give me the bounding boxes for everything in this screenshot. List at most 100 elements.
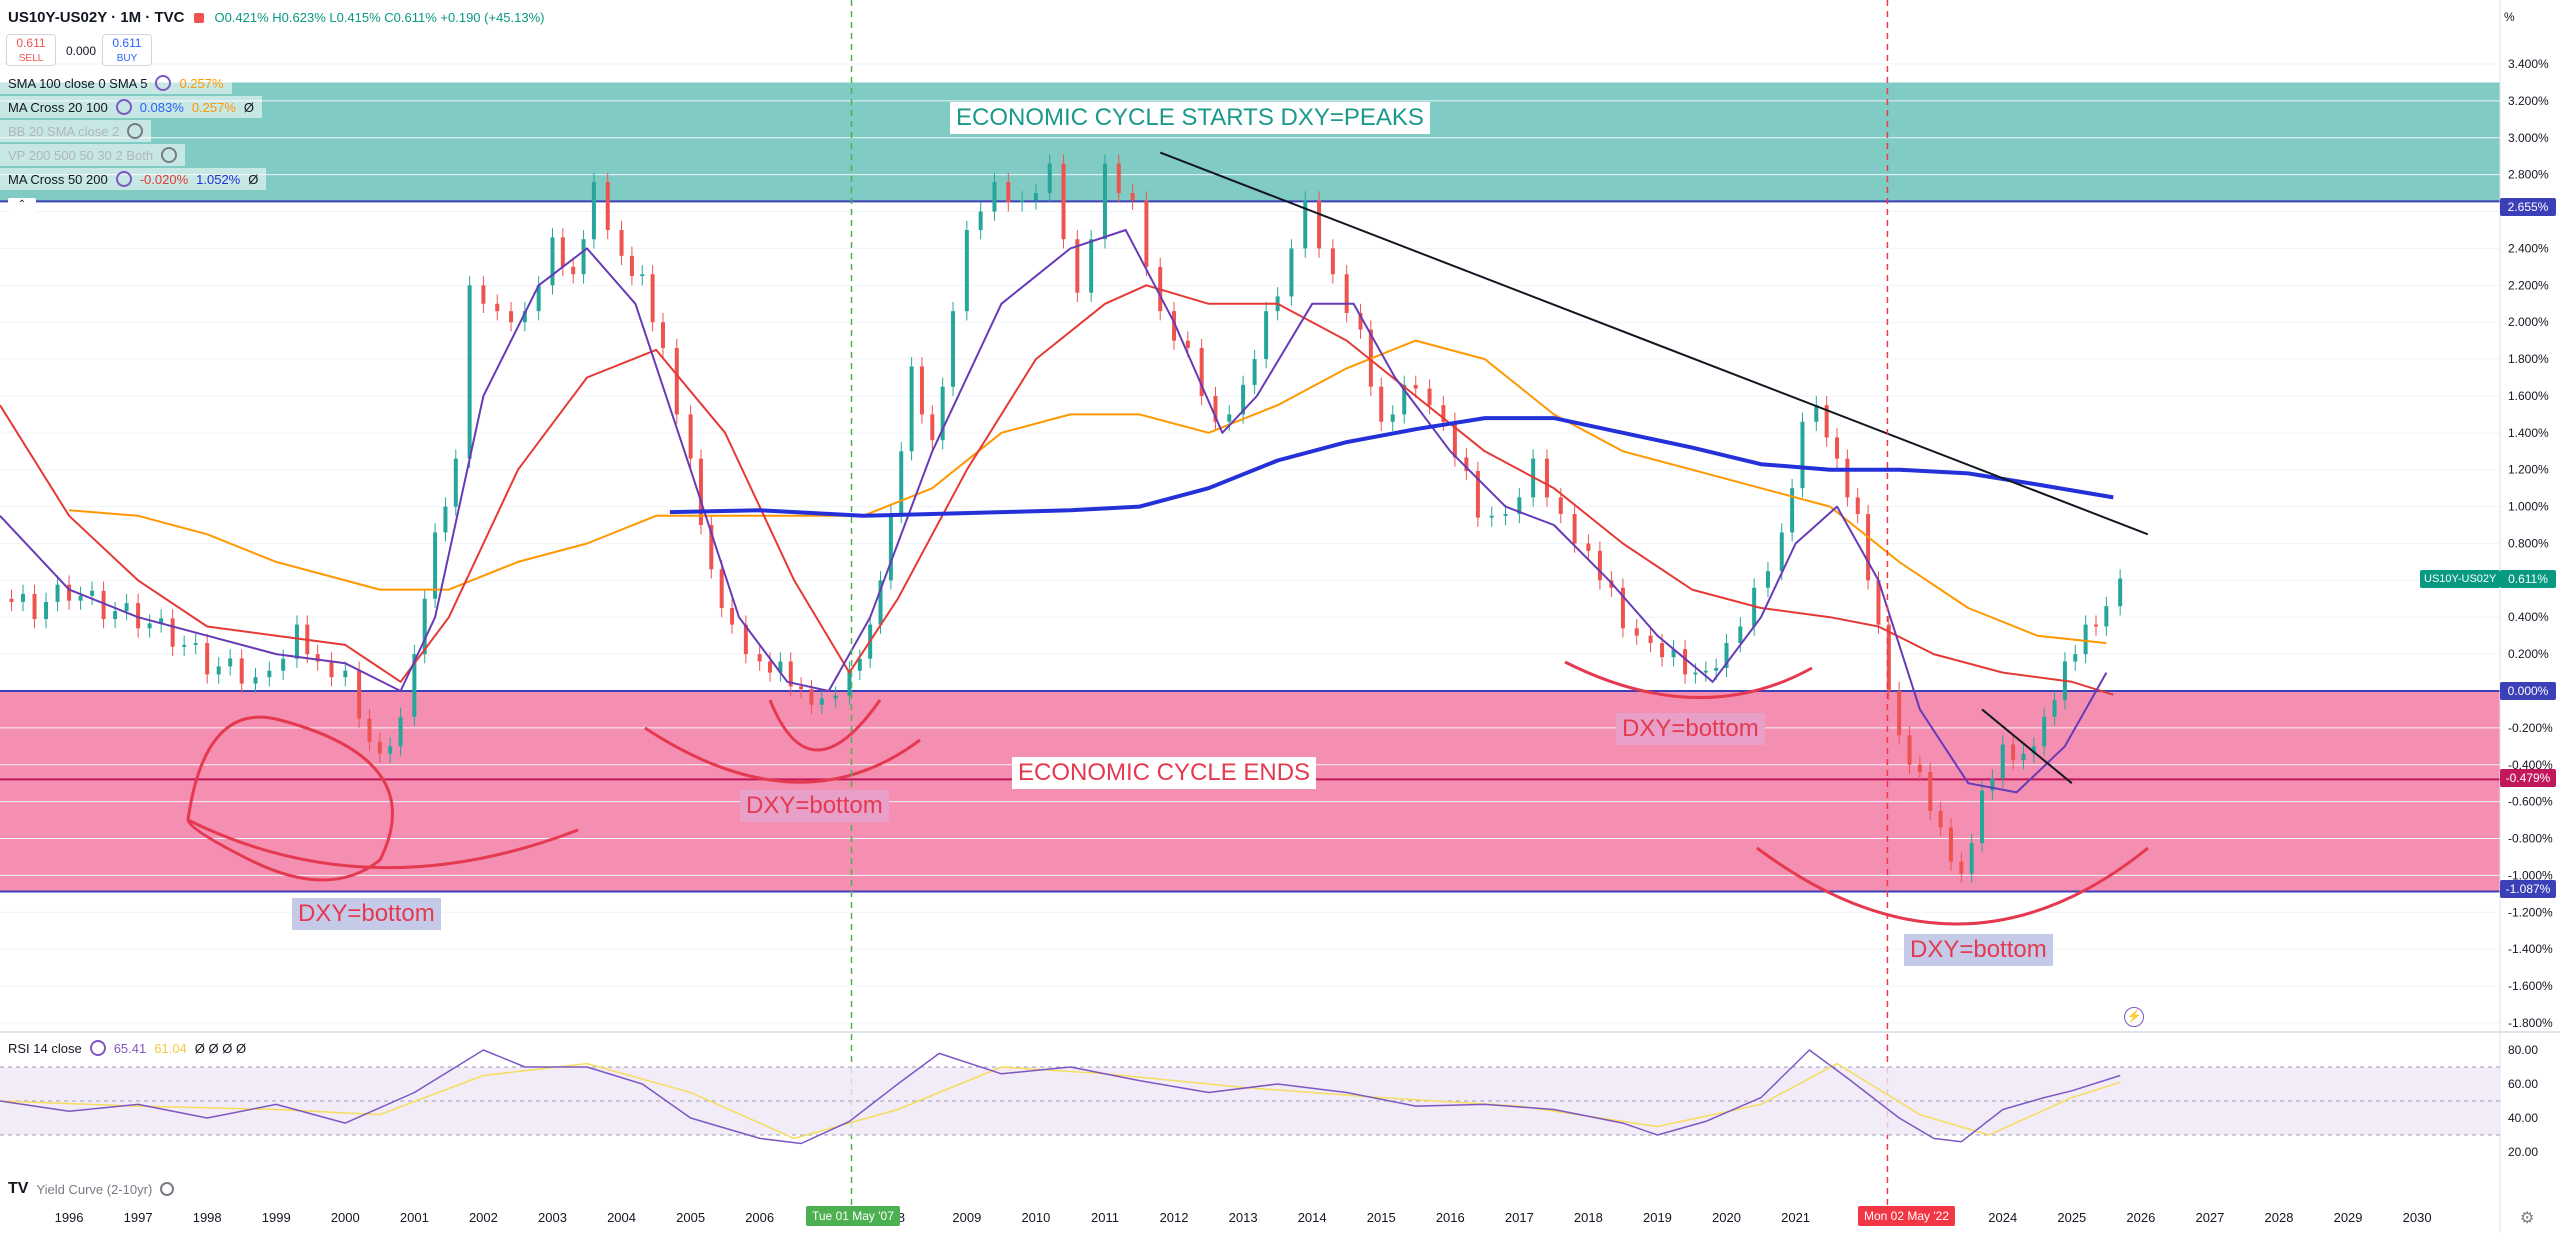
candle-up[interactable] bbox=[147, 623, 152, 629]
candle-down[interactable] bbox=[1897, 691, 1902, 736]
candle-up[interactable] bbox=[591, 182, 596, 240]
breakout-trendline[interactable] bbox=[1981, 708, 2073, 784]
candle-down[interactable] bbox=[1464, 457, 1469, 471]
candle-up[interactable] bbox=[1990, 778, 1995, 791]
eye-icon[interactable] bbox=[115, 99, 132, 115]
candle-down[interactable] bbox=[1917, 764, 1922, 773]
symbol-title[interactable]: US10Y-US02Y · 1M · TVC bbox=[8, 9, 185, 26]
candle-up[interactable] bbox=[1289, 248, 1294, 297]
candle-down[interactable] bbox=[1317, 200, 1322, 249]
legend-sma[interactable]: SMA 100 close 0 SMA 5 0.257% bbox=[0, 72, 232, 94]
candle-up[interactable] bbox=[412, 654, 417, 717]
eye-hidden-icon[interactable] bbox=[161, 147, 178, 163]
candle-down[interactable] bbox=[799, 686, 804, 690]
candle-up[interactable] bbox=[1724, 643, 1729, 668]
candle-up[interactable] bbox=[1402, 384, 1407, 415]
annotation-dxy-bottom-2000[interactable]: DXY=bottom bbox=[292, 898, 441, 930]
candle-up[interactable] bbox=[581, 239, 586, 275]
candle-down[interactable] bbox=[315, 654, 320, 662]
candle-up[interactable] bbox=[819, 698, 824, 705]
candle-down[interactable] bbox=[1683, 649, 1688, 675]
candle-up[interactable] bbox=[1264, 311, 1269, 360]
candle-down[interactable] bbox=[1907, 735, 1912, 765]
candle-up[interactable] bbox=[1489, 515, 1494, 518]
candle-down[interactable] bbox=[674, 348, 679, 415]
candle-down[interactable] bbox=[809, 689, 814, 705]
candle-up[interactable] bbox=[1800, 421, 1805, 489]
candle-up[interactable] bbox=[2031, 746, 2036, 754]
candle-up[interactable] bbox=[113, 611, 118, 620]
candle-up[interactable] bbox=[833, 695, 838, 699]
candle-up[interactable] bbox=[281, 658, 286, 671]
candle-up[interactable] bbox=[216, 666, 221, 675]
eye-hidden-icon[interactable] bbox=[160, 1182, 175, 1196]
candle-down[interactable] bbox=[1379, 386, 1384, 422]
candle-down[interactable] bbox=[1441, 405, 1446, 422]
eye-icon[interactable] bbox=[89, 1040, 106, 1056]
annotation-dxy-bottom-2022[interactable]: DXY=bottom bbox=[1904, 934, 2053, 966]
candle-up[interactable] bbox=[2104, 606, 2109, 627]
candle-down[interactable] bbox=[1660, 643, 1665, 658]
candle-down[interactable] bbox=[1116, 163, 1121, 194]
circle-2000-annotation[interactable] bbox=[186, 715, 394, 882]
candle-down[interactable] bbox=[1634, 628, 1639, 636]
candle-down[interactable] bbox=[698, 458, 703, 526]
candle-down[interactable] bbox=[560, 237, 565, 267]
candle-up[interactable] bbox=[878, 580, 883, 625]
candle-up[interactable] bbox=[2083, 624, 2088, 655]
candle-up[interactable] bbox=[1790, 488, 1795, 533]
candle-up[interactable] bbox=[2042, 716, 2047, 747]
candle-down[interactable] bbox=[1824, 405, 1829, 438]
candle-up[interactable] bbox=[343, 670, 348, 678]
candle-down[interactable] bbox=[239, 658, 244, 684]
candle-up[interactable] bbox=[422, 598, 427, 655]
candle-up[interactable] bbox=[1814, 405, 1819, 422]
legend-yield-curve[interactable]: TV Yield Curve (2-10yr) bbox=[8, 1180, 175, 1198]
cup-2007-annotation[interactable] bbox=[768, 699, 882, 752]
candle-up[interactable] bbox=[964, 230, 969, 312]
candle-up[interactable] bbox=[1517, 497, 1522, 514]
smile-2007-annotation[interactable] bbox=[644, 726, 921, 784]
resistance-trendline[interactable] bbox=[1159, 151, 2149, 536]
candle-down[interactable] bbox=[1876, 580, 1881, 625]
candle-down[interactable] bbox=[9, 598, 14, 602]
candle-down[interactable] bbox=[1427, 388, 1432, 406]
candle-up[interactable] bbox=[978, 211, 983, 230]
candle-up[interactable] bbox=[1020, 200, 1025, 203]
candle-down[interactable] bbox=[2093, 624, 2098, 627]
collapse-legend-chevron-icon[interactable]: ⌃ bbox=[8, 198, 36, 212]
lightning-icon[interactable]: ⚡ bbox=[2124, 1007, 2144, 1027]
annotation-dxy-bottom-2007[interactable]: DXY=bottom bbox=[740, 790, 889, 822]
candle-down[interactable] bbox=[1199, 348, 1204, 396]
candle-down[interactable] bbox=[629, 255, 634, 277]
candle-down[interactable] bbox=[650, 274, 655, 323]
candle-up[interactable] bbox=[1738, 626, 1743, 644]
candle-up[interactable] bbox=[778, 661, 783, 673]
candle-down[interactable] bbox=[329, 661, 334, 678]
candle-up[interactable] bbox=[1693, 672, 1698, 675]
candle-up[interactable] bbox=[433, 532, 438, 599]
candle-up[interactable] bbox=[1252, 359, 1257, 385]
candle-down[interactable] bbox=[1213, 395, 1218, 422]
candle-up[interactable] bbox=[294, 624, 299, 659]
candle-up[interactable] bbox=[267, 670, 272, 678]
candle-up[interactable] bbox=[2021, 753, 2026, 761]
candle-up[interactable] bbox=[90, 590, 95, 596]
candle-up[interactable] bbox=[550, 237, 555, 286]
candle-up[interactable] bbox=[888, 513, 893, 581]
legend-vp[interactable]: VP 200 500 50 30 2 Both bbox=[0, 144, 186, 166]
candle-down[interactable] bbox=[357, 670, 362, 719]
candle-up[interactable] bbox=[159, 618, 164, 624]
candle-down[interactable] bbox=[1835, 437, 1840, 459]
candle-down[interactable] bbox=[1648, 635, 1653, 644]
candle-down[interactable] bbox=[377, 741, 382, 754]
candle-down[interactable] bbox=[170, 618, 175, 647]
candle-down[interactable] bbox=[1330, 248, 1335, 275]
candle-up[interactable] bbox=[1047, 163, 1052, 194]
candle-up[interactable] bbox=[55, 584, 60, 602]
candle-up[interactable] bbox=[253, 677, 258, 684]
candle-up[interactable] bbox=[124, 603, 129, 612]
candle-up[interactable] bbox=[1089, 239, 1094, 293]
candle-down[interactable] bbox=[1144, 200, 1149, 267]
candle-down[interactable] bbox=[32, 593, 37, 620]
